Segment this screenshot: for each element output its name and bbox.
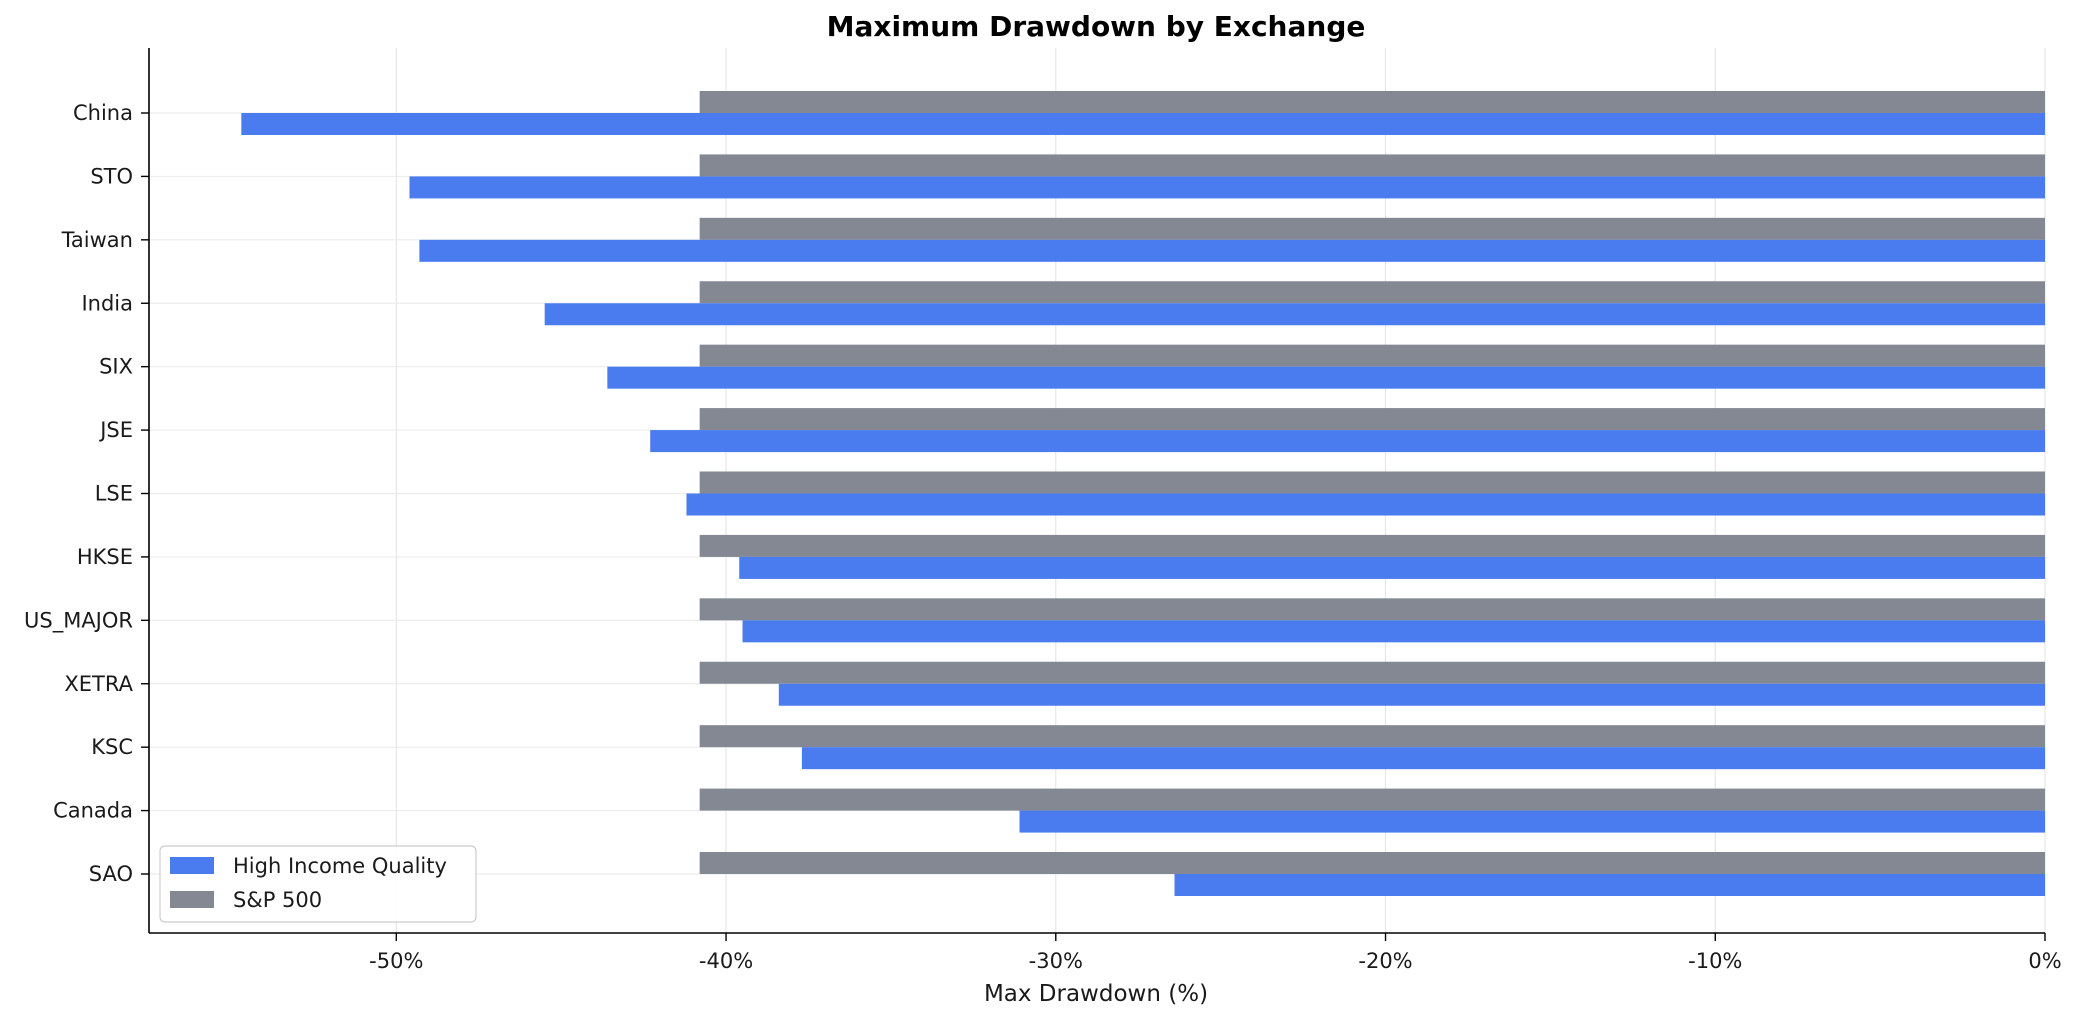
legend-swatch	[170, 891, 214, 908]
x-axis-label: Max Drawdown (%)	[984, 981, 1208, 1007]
bar-sp500	[699, 408, 2046, 431]
y-tick-label: Canada	[53, 799, 133, 823]
bar-sp500	[699, 344, 2046, 367]
y-tick-label: SIX	[99, 355, 133, 379]
bar-high-income-quality	[607, 366, 2045, 389]
bar-sp500	[699, 154, 2046, 177]
x-tick-label: -50%	[369, 949, 423, 973]
y-tick-label: KSC	[91, 735, 133, 759]
bar-sp500	[699, 661, 2046, 684]
bar-sp500	[699, 217, 2046, 240]
bar-high-income-quality	[544, 303, 2045, 326]
bars-layer	[241, 91, 2046, 896]
bar-high-income-quality	[419, 239, 2045, 262]
y-tick-label: India	[81, 291, 133, 315]
x-tick-label: 0%	[2028, 949, 2061, 973]
legend-swatch	[170, 857, 214, 874]
bar-high-income-quality	[739, 556, 2045, 579]
bar-high-income-quality	[686, 493, 2045, 516]
bar-high-income-quality	[1019, 810, 2046, 833]
chart-title: Maximum Drawdown by Exchange	[827, 10, 1366, 43]
bar-sp500	[699, 598, 2046, 621]
bar-sp500	[699, 91, 2046, 113]
y-tick-label: Taiwan	[61, 228, 133, 252]
bar-high-income-quality	[241, 113, 2046, 135]
bar-high-income-quality	[1174, 874, 2045, 896]
bar-sp500	[699, 281, 2046, 304]
y-tick-label: SAO	[89, 862, 133, 886]
y-tick-label: STO	[90, 164, 133, 188]
y-tick-label: US_MAJOR	[24, 608, 133, 633]
bar-sp500	[699, 725, 2046, 748]
x-tick-label: -40%	[699, 949, 753, 973]
y-tick-label: HKSE	[77, 545, 133, 569]
y-tick-label: China	[73, 101, 133, 125]
axes-layer	[148, 48, 2045, 934]
x-tick-label: -10%	[1688, 949, 1742, 973]
bar-high-income-quality	[778, 683, 2045, 706]
y-tick-label: LSE	[95, 482, 133, 506]
bar-sp500	[699, 852, 2046, 874]
bar-high-income-quality	[650, 430, 2045, 453]
bar-sp500	[699, 471, 2046, 494]
bar-high-income-quality	[742, 620, 2045, 643]
bar-sp500	[699, 788, 2046, 811]
y-tick-label: XETRA	[64, 672, 133, 696]
bar-high-income-quality	[409, 176, 2046, 199]
bar-high-income-quality	[801, 747, 2045, 770]
y-tick-label: JSE	[98, 418, 133, 442]
legend-label: High Income Quality	[233, 854, 447, 878]
legend-box	[159, 845, 477, 923]
x-tick-label: -20%	[1358, 949, 1412, 973]
bar-sp500	[699, 534, 2046, 557]
ticks-layer: -50% -40% -30% -20% -10% 0% China STO Taiwan Indi…	[24, 101, 2062, 973]
legend[interactable]: High Income Quality S&P 500	[159, 845, 477, 923]
legend-label: S&P 500	[233, 888, 322, 912]
x-tick-label: -30%	[1029, 949, 1083, 973]
